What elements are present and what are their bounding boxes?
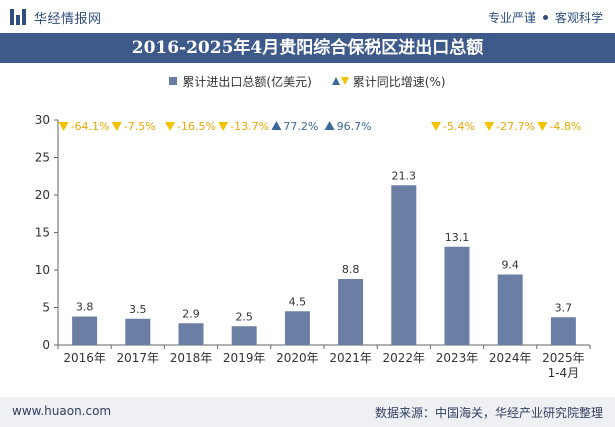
y-tick-label: 20	[35, 188, 50, 202]
x-tick-label: 2018年	[170, 351, 213, 365]
footer-site[interactable]: www.huaon.com	[12, 404, 112, 418]
rate-label: -4.8%	[549, 120, 581, 133]
bar-value-label: 21.3	[392, 169, 417, 182]
bar-value-label: 3.8	[76, 301, 94, 314]
dot-separator-icon	[542, 15, 548, 20]
rate-label: -7.5%	[124, 120, 156, 133]
tagline: 专业严谨 客观科学	[488, 9, 603, 26]
x-tick-label: 2016年	[63, 351, 106, 365]
x-tick-label: 2021年	[329, 351, 372, 365]
bar	[231, 326, 257, 345]
bar-value-label: 9.4	[501, 259, 519, 272]
rate-up-marker	[324, 121, 335, 130]
bar-value-label: 2.5	[235, 310, 253, 323]
triangle-up-icon	[331, 77, 340, 85]
tagline-right: 客观科学	[554, 11, 603, 25]
y-tick-label: 0	[42, 338, 50, 352]
x-tick-label: 2020年	[276, 351, 319, 365]
x-tick-label: 2017年	[117, 351, 160, 365]
bar	[178, 323, 204, 345]
bar	[497, 274, 523, 345]
rate-label: 77.2%	[283, 120, 318, 133]
tagline-left: 专业严谨	[487, 11, 536, 25]
brand-name: 华经情报网	[34, 11, 102, 27]
bar	[125, 318, 151, 345]
y-tick-label: 5	[42, 301, 50, 315]
bar-value-label: 8.8	[342, 263, 360, 276]
bar	[550, 317, 576, 345]
header-bar: 华经情报网 专业严谨 客观科学	[0, 0, 615, 33]
rate-down-marker	[111, 122, 122, 131]
bar-swatch-icon	[169, 77, 178, 85]
triangle-down-icon	[340, 77, 349, 85]
logo-icon	[10, 9, 28, 25]
rate-down-marker	[484, 122, 495, 131]
bar-value-label: 13.1	[445, 231, 470, 244]
brand[interactable]: 华经情报网	[10, 7, 102, 27]
bar	[72, 316, 98, 345]
x-tick-label: 2022年	[383, 351, 426, 365]
x-tick-label: 2025年 1-4月	[542, 351, 585, 380]
rate-down-marker	[58, 122, 69, 131]
rate-label: 96.7%	[337, 120, 372, 133]
rate-label: -27.7%	[496, 120, 535, 133]
legend-label-rate: 累计同比增速(%)	[352, 74, 446, 89]
rate-down-marker	[165, 122, 175, 131]
rate-label: -64.1%	[71, 120, 110, 133]
bar	[338, 279, 364, 345]
y-tick-label: 25	[35, 151, 50, 165]
rate-label: -5.4%	[443, 120, 475, 133]
bar	[284, 311, 310, 345]
x-tick-label: 2023年	[436, 351, 479, 365]
rate-down-marker	[431, 122, 441, 131]
y-tick-label: 30	[35, 113, 50, 127]
bar-value-label: 4.5	[289, 295, 307, 308]
bar-chart: 0 5 10 15 20 25 30 2016年 3.8 -64.1% 2017年 3.5 -7.5% 2…	[35, 113, 591, 380]
rate-up-marker	[271, 121, 282, 130]
chart-legend: 累计进出口总额(亿美元) 累计同比增速(%)	[0, 72, 615, 90]
y-tick-label: 10	[35, 263, 50, 277]
legend-item-bar[interactable]: 累计进出口总额(亿美元)	[169, 73, 312, 90]
bar-value-label: 3.5	[129, 303, 147, 316]
bar	[391, 185, 417, 345]
x-tick-label: 2024年	[489, 351, 532, 365]
rate-label: -16.5%	[177, 120, 216, 133]
bar-value-label: 2.9	[182, 307, 200, 320]
bar	[444, 246, 470, 345]
footer-bar: www.huaon.com 数据来源：中国海关，华经产业研究院整理	[0, 397, 615, 427]
chart-title: 2016-2025年4月贵阳综合保税区进出口总额	[0, 33, 615, 63]
legend-label-bar: 累计进出口总额(亿美元)	[182, 74, 312, 89]
footer-source: 数据来源：中国海关，华经产业研究院整理	[374, 406, 603, 420]
rate-down-marker	[218, 122, 229, 131]
rate-label: -13.7%	[230, 120, 269, 133]
bar-value-label: 3.7	[555, 301, 573, 314]
legend-item-rate[interactable]: 累计同比增速(%)	[331, 73, 446, 90]
x-tick-label: 2019年	[223, 351, 266, 365]
y-tick-label: 15	[35, 226, 50, 240]
rate-down-marker	[537, 122, 548, 131]
